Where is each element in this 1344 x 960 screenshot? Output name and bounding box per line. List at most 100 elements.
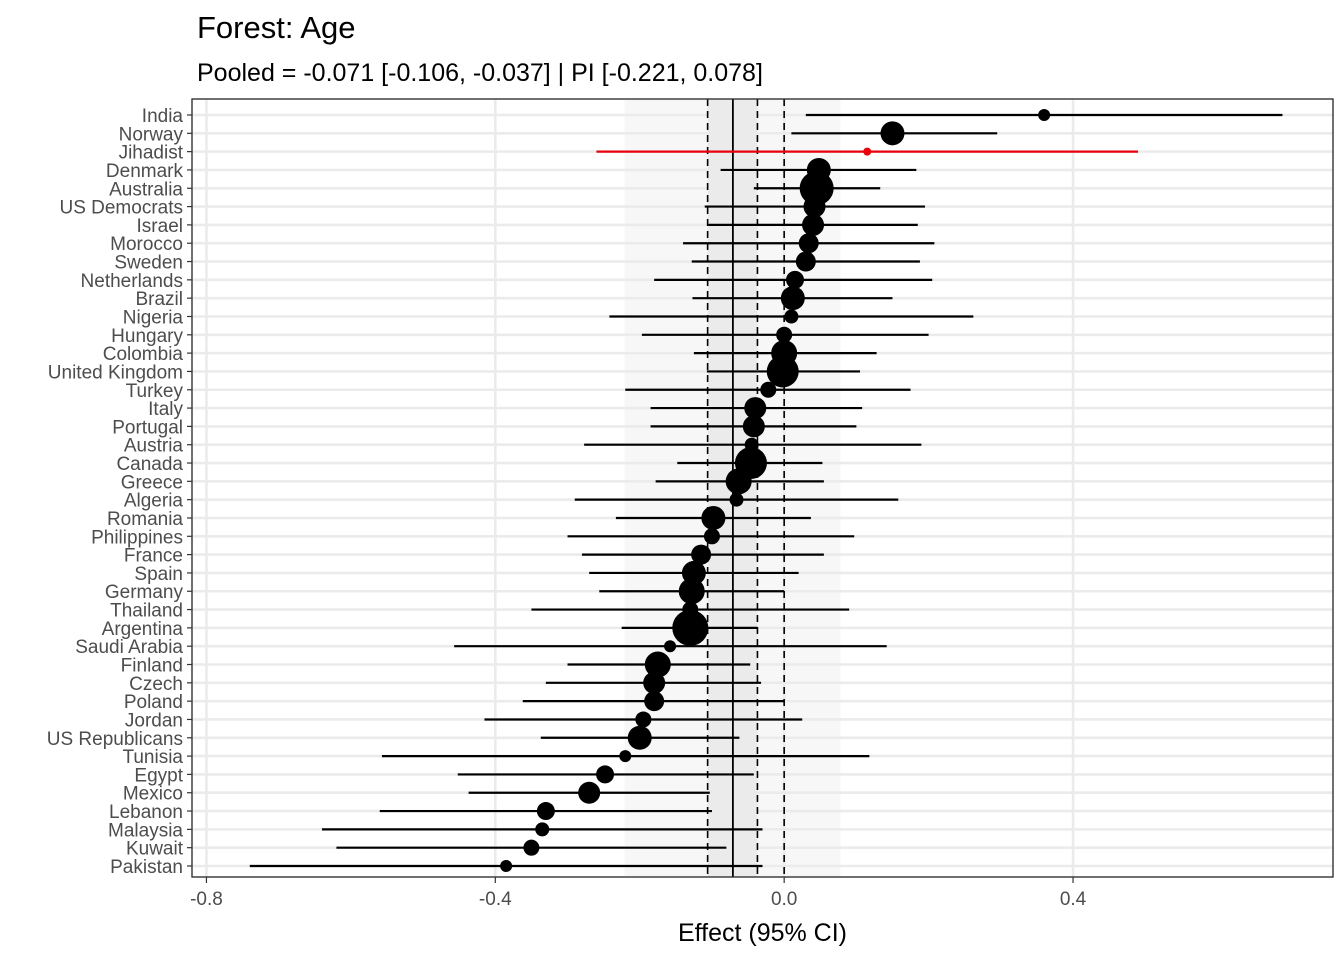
study-row [574,492,899,507]
study-row [454,640,887,653]
study-row [683,233,935,254]
point-estimate [523,839,540,856]
x-tick-label: 0.0 [771,889,797,910]
study-row [540,725,740,750]
point-estimate [742,415,765,438]
y-tick-label: Philippines [91,527,183,548]
point-estimate [703,528,720,545]
point-estimate [880,121,905,146]
point-estimate [635,711,652,728]
point-estimate [784,309,799,324]
y-tick-label: Thailand [110,601,183,622]
point-estimate [760,381,777,398]
point-estimate [691,544,712,565]
point-estimate [795,251,816,272]
study-row [706,355,860,388]
y-tick-label: Lebanon [109,802,183,823]
point-estimate [1038,109,1051,121]
point-estimate [802,213,825,236]
y-tick-label: Canada [116,454,183,475]
point-estimate [672,609,709,646]
y-tick-label: US Democrats [59,198,183,219]
y-tick-label: Portugal [112,417,183,438]
x-tick-label: -0.8 [190,889,223,910]
y-tick-label: Nigeria [123,307,184,328]
point-estimate [535,822,550,837]
y-tick-label: Denmark [106,161,184,182]
y-tick-label: Tunisia [122,747,183,768]
point-estimate [500,860,513,872]
y-tick-label: India [142,106,184,127]
chart-subtitle: Pooled = -0.071 [-0.106, -0.037] | PI [-… [197,59,763,87]
study-row [609,309,974,324]
point-estimate [627,725,652,750]
y-tick-label: Kuwait [126,839,184,860]
point-estimate [664,640,677,653]
y-tick-label: Sweden [114,253,183,274]
y-tick-label: Pakistan [110,857,183,878]
study-row [805,109,1283,121]
y-tick-label: Spain [134,564,183,585]
y-tick-label: Israel [137,216,183,237]
study-row [791,121,998,146]
study-row [650,415,857,438]
point-estimate [578,781,601,804]
point-estimate [678,578,705,605]
study-row [484,711,803,728]
y-tick-label: Greece [121,472,183,493]
study-row [567,528,855,545]
study-row [691,251,920,272]
y-tick-label: Germany [105,582,184,603]
study-row [379,802,712,821]
y-tick-label: Turkey [126,381,184,402]
x-axis-title: Effect (95% CI) [678,919,847,947]
study-row [625,381,911,398]
point-estimate [643,671,666,694]
y-tick-label: Brazil [135,289,183,310]
panel-border [191,98,1334,878]
point-estimate [596,765,615,784]
y-tick-label: France [124,546,183,567]
y-tick-label: US Republicans [47,729,183,750]
point-estimate [863,147,872,156]
y-tick-label: Colombia [103,344,184,365]
point-estimate [729,492,744,507]
study-row [692,286,893,311]
x-tick-label: 0.4 [1060,889,1087,910]
study-marks [249,109,1283,872]
y-tick-label: Jihadist [119,143,184,164]
study-row [654,270,933,289]
x-axis-labels: -0.8 -0.4 0.0 0.4 [190,877,1087,910]
y-tick-label: United Kingdom [48,362,183,383]
y-tick-label: Italy [148,399,183,420]
y-tick-label: Malaysia [108,820,183,841]
y-tick-label: Algeria [124,491,184,512]
study-row [522,691,785,712]
study-row [704,195,925,218]
study-row [615,505,811,530]
point-estimate [785,270,804,289]
study-row [545,671,762,694]
point-estimate [766,355,799,388]
y-tick-label: Czech [129,674,183,695]
point-estimate [799,171,834,206]
chart-title: Forest: Age [197,10,356,45]
study-row [321,822,763,837]
point-estimate [619,750,632,763]
y-tick-label: Mexico [123,784,183,805]
y-tick-label: Morocco [110,234,183,255]
point-estimate [780,286,805,311]
point-estimate [644,691,665,712]
point-estimate [536,802,555,821]
study-row [655,468,824,495]
study-row [596,147,1139,156]
study-row [567,651,751,678]
study-row [753,171,881,206]
point-estimate [776,326,793,343]
study-row [641,326,929,343]
y-tick-label: Jordan [125,710,183,731]
y-tick-label: Hungary [111,326,183,347]
y-tick-label: Romania [107,509,183,530]
study-row [457,765,754,784]
